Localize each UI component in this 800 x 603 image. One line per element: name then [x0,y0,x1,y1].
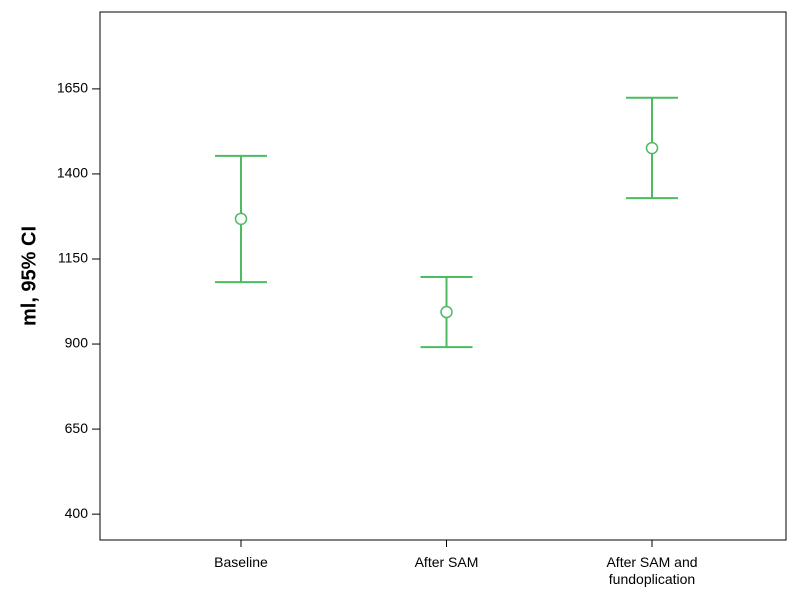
y-tick-label: 400 [65,505,89,521]
y-tick-label: 1400 [57,165,88,181]
mean-marker [440,305,453,319]
plot-area [99,11,787,541]
mean-marker [234,212,248,226]
mean-marker [645,141,659,155]
y-tick-label: 1650 [57,80,88,96]
y-tick-label: 900 [65,335,89,351]
y-tick-label: 650 [65,420,89,436]
x-tick-label: After SAM and fundoplication [606,554,698,587]
x-tick-label: Baseline [214,554,268,570]
y-tick-label: 1150 [58,250,88,266]
y-axis-label: ml, 95% CI [18,226,40,326]
x-tick-label: After SAM [414,554,479,570]
